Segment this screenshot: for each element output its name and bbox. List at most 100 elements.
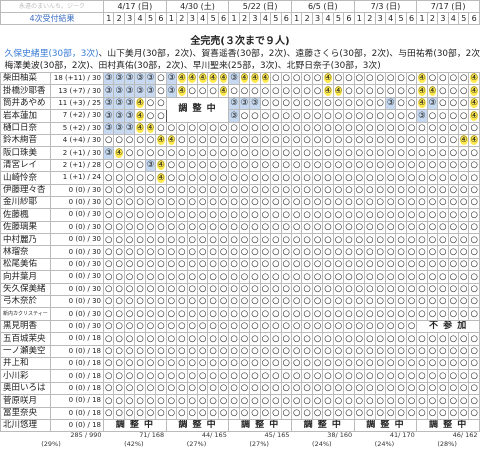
slot-status: ○ <box>251 346 259 357</box>
slot-status: ○ <box>334 333 343 344</box>
slot-status: ○ <box>188 184 196 195</box>
slot-cell: ○ <box>311 96 324 111</box>
slot-status: ○ <box>251 333 259 344</box>
slot-cell: ○ <box>144 295 157 309</box>
slot-status: ○ <box>209 147 217 158</box>
slot-cell: ○ <box>332 282 345 297</box>
slot-status: ○ <box>282 110 290 121</box>
slot-status: ○ <box>439 197 447 208</box>
slot-cell: ○ <box>207 332 219 346</box>
slot-cell: ○ <box>384 158 397 173</box>
slot-cell: ○ <box>426 158 439 173</box>
slot-status: ○ <box>261 296 270 307</box>
slot-status: ○ <box>272 135 280 146</box>
slot-cell: ○ <box>280 183 293 197</box>
slot-status: ○ <box>366 246 374 257</box>
slot-status: ○ <box>470 197 478 208</box>
slot-status: ○ <box>115 395 123 406</box>
slot-cell: ○ <box>290 332 303 346</box>
slot-cell: ○ <box>364 332 376 346</box>
slot-cell: ○ <box>113 332 125 346</box>
quota: / 18 <box>87 421 102 430</box>
slot-status: ○ <box>167 147 176 158</box>
slot-status: ○ <box>397 259 405 270</box>
slot-status: ○ <box>209 346 217 357</box>
slot-status: ○ <box>240 85 249 96</box>
slot-cell: ○ <box>343 295 355 309</box>
slot-status: ○ <box>188 407 196 418</box>
slot-cell: ○ <box>457 270 470 284</box>
quota: / 30 <box>87 260 102 269</box>
slot-cell: ○ <box>280 233 293 247</box>
slot-status: ○ <box>355 222 364 233</box>
slot-status: ○ <box>230 147 238 158</box>
slot-status: ③ <box>115 85 123 96</box>
slot-cell: ○ <box>343 406 355 420</box>
slot-status: ○ <box>470 370 478 381</box>
slot-status: ○ <box>345 321 353 332</box>
slot-cell: ○ <box>457 295 470 309</box>
slot-status: ○ <box>251 308 259 319</box>
slot-status: ○ <box>125 284 134 295</box>
part-number: 1 <box>290 12 303 25</box>
slot-cell: ○ <box>176 158 188 173</box>
slot-status: ○ <box>292 160 301 171</box>
slot-cell: ○ <box>134 270 146 284</box>
member-name: 一ノ瀬美空 <box>0 344 51 359</box>
slot-status: ○ <box>355 147 364 158</box>
slot-cell: ○ <box>447 332 460 346</box>
slot-cell: ○ <box>259 307 272 321</box>
slot-cell: ○ <box>395 96 407 111</box>
slot-status: ○ <box>397 197 405 208</box>
quota: / 30 <box>87 111 102 120</box>
slot-status: ○ <box>167 123 176 133</box>
slot-cell: ○ <box>468 208 480 222</box>
slot-status: ○ <box>355 110 364 121</box>
part-number: 6 <box>155 12 167 25</box>
slot-status: ○ <box>303 98 311 109</box>
slot-status: ○ <box>125 333 134 344</box>
slot-cell: ○ <box>447 195 460 210</box>
slot-cell: ○ <box>134 394 146 408</box>
slot-cell: ○ <box>207 381 219 396</box>
slot-status: ○ <box>261 209 270 220</box>
slot-cell: ○ <box>311 71 324 86</box>
slot-cell: ○ <box>395 270 407 284</box>
slot-cell: ○ <box>311 195 324 210</box>
slot-cell: ○ <box>364 307 376 321</box>
slot-status: ○ <box>198 321 207 332</box>
slot-status: ○ <box>376 407 384 418</box>
slot-status: ○ <box>334 135 343 146</box>
slot-cell: ○ <box>280 307 293 321</box>
slot-status: ○ <box>272 333 280 344</box>
slot-cell: ○ <box>384 257 397 272</box>
slot-cell: ○ <box>144 220 157 235</box>
slot-status: ○ <box>115 184 123 195</box>
slot-status: ○ <box>198 222 207 233</box>
slot-cell: ○ <box>102 171 115 185</box>
slot-status: ○ <box>115 234 123 245</box>
slot-cell: ○ <box>426 71 439 86</box>
slot-status: ○ <box>178 407 186 418</box>
slot-cell: ○ <box>270 282 282 297</box>
member-row: 柴田柚菜 18 (+11) / 30 ③ ③ ③ ③ ③ ○ ③ ④ ④ ④ ④ ④ ③ ④ ④ ④ ○ ○ ○ ○ ○ ④ ○… <box>0 71 480 86</box>
slot-status: ○ <box>334 123 343 133</box>
slot-status: ○ <box>366 222 374 233</box>
slot-cell: ○ <box>364 344 376 359</box>
slot-cell: ○ <box>186 282 199 297</box>
slot-cell: ○ <box>238 394 251 408</box>
slot-cell: ○ <box>468 171 480 185</box>
slot-status: ○ <box>386 296 395 307</box>
slot-status: ○ <box>136 358 144 369</box>
slot-cell: ○ <box>343 195 355 210</box>
slot-status: ○ <box>355 407 364 418</box>
site-name: 永遠のまいんち。ジーク <box>0 0 105 13</box>
slot-status: ○ <box>105 135 113 146</box>
slot-cell: ○ <box>144 282 157 297</box>
member-name: 矢久保美緒 <box>0 282 51 297</box>
slot-status: ○ <box>251 271 259 282</box>
slot-status: ○ <box>125 346 134 357</box>
slot-cell: ○ <box>165 319 178 334</box>
slot-status: ○ <box>345 234 353 245</box>
slot-status: ○ <box>219 209 228 220</box>
